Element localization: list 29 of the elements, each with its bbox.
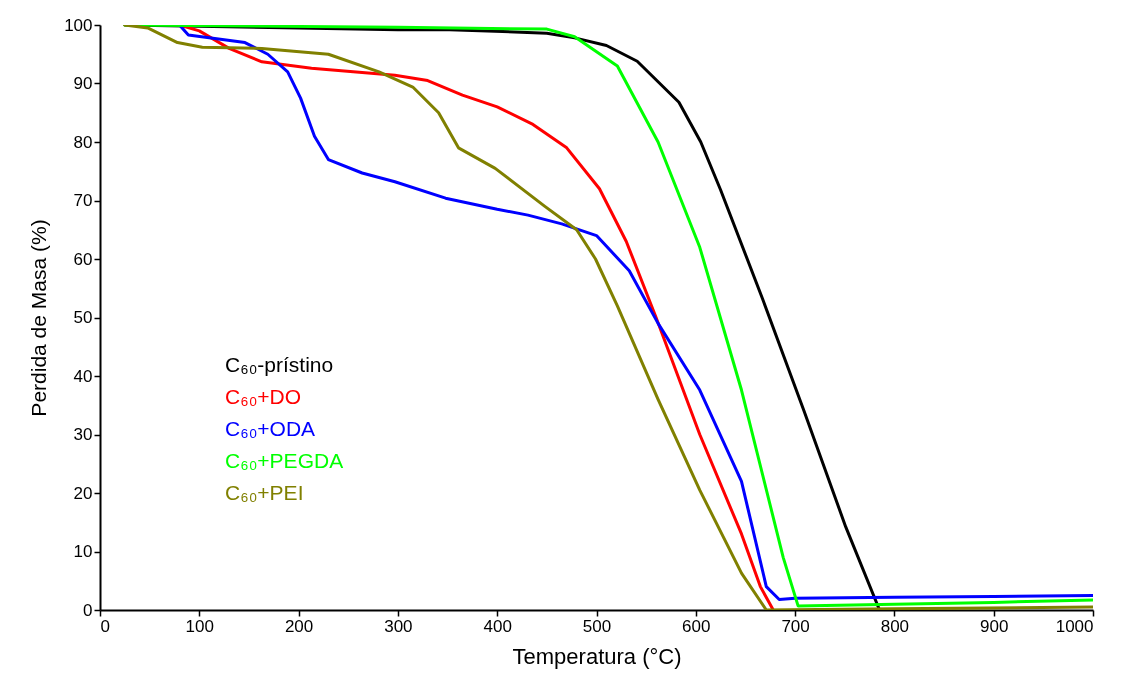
- x-tick-label: 0: [100, 616, 110, 636]
- y-tick-label: 70: [73, 191, 93, 210]
- y-tick-label: 0: [83, 600, 93, 620]
- text: C₆₀+DO: [225, 384, 302, 408]
- x-tick-label: 600: [682, 616, 711, 636]
- text: C₆₀+ODA: [225, 416, 316, 440]
- y-tick-label: 10: [73, 542, 93, 561]
- y-tick-label: 100: [64, 15, 93, 35]
- y-tick-label: 90: [73, 74, 93, 93]
- y-tick-label: 40: [73, 366, 93, 386]
- y-axis-title: Perdida de Masa (%): [27, 219, 51, 417]
- text: C₆₀+PEI: [225, 480, 304, 504]
- x-tick-label: 100: [185, 616, 214, 636]
- y-tick-label: 30: [73, 425, 93, 444]
- x-axis-title: Temperatura (°C): [512, 643, 682, 669]
- y-tick-label: 20: [73, 483, 93, 503]
- x-tick-label: 1000: [1055, 616, 1094, 636]
- x-tick-label: 500: [582, 616, 612, 636]
- x-tick-label: 400: [483, 616, 512, 636]
- x-tick-label: 800: [880, 616, 910, 636]
- y-tick-label: 60: [73, 249, 93, 269]
- x-tick-label: 700: [781, 616, 810, 636]
- x-tick-label: 200: [284, 616, 314, 636]
- text: C₆₀-prístino: [225, 352, 334, 376]
- x-tick-label: 300: [384, 616, 413, 636]
- x-tick-label: 900: [980, 616, 1009, 636]
- y-tick-label: 80: [73, 132, 93, 152]
- y-tick-label: 50: [73, 308, 93, 327]
- text: C₆₀+PEGDA: [225, 448, 344, 472]
